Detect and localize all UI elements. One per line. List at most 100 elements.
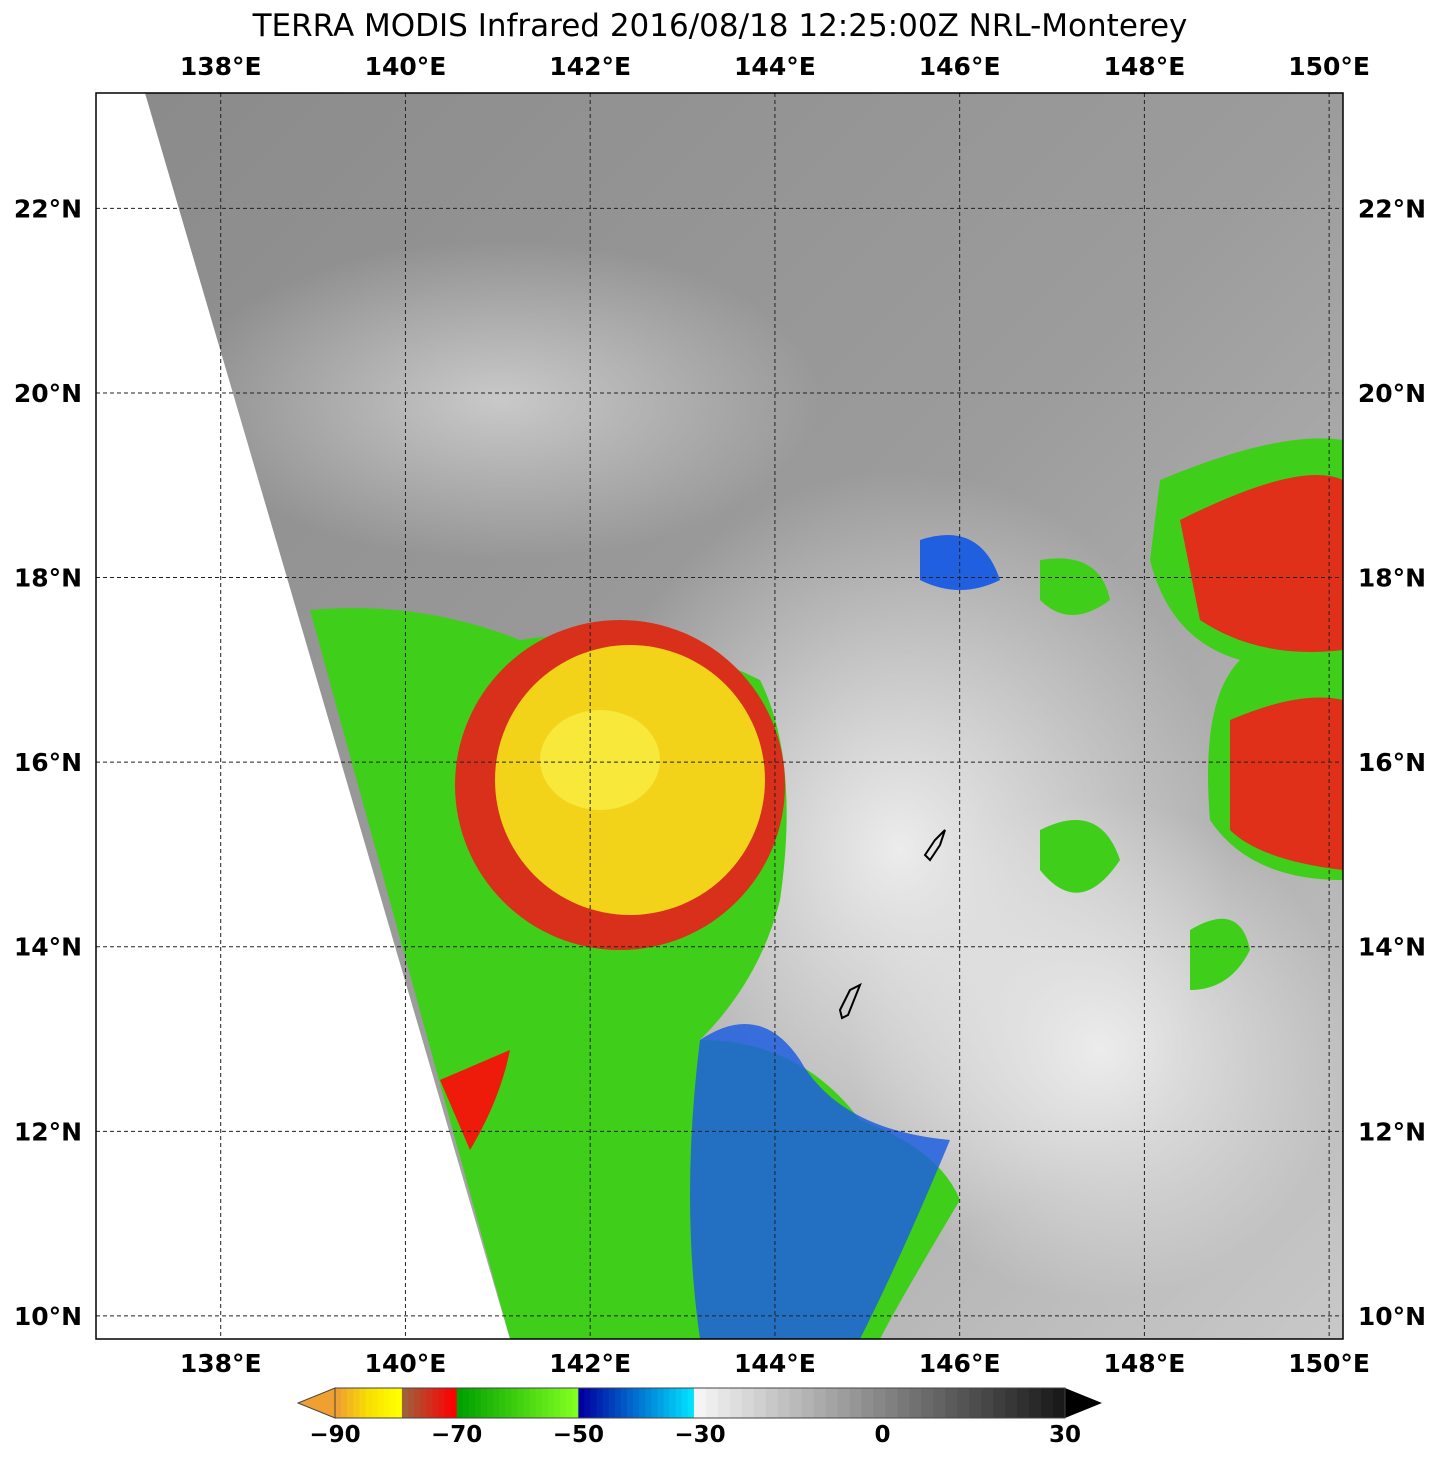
colorbar-swatch (1005, 1388, 1018, 1418)
colorbar-swatch (487, 1388, 494, 1418)
lon-label-bottom: 138°E (180, 1349, 262, 1378)
colorbar-swatch (560, 1388, 567, 1418)
colorbar-swatch (347, 1388, 354, 1418)
lat-label-right: 16°N (1358, 748, 1426, 777)
colorbar-swatch (705, 1388, 719, 1418)
colorbar-swatch (837, 1388, 851, 1418)
figure-title: TERRA MODIS Infrared 2016/08/18 12:25:00… (252, 8, 1188, 44)
lat-label-left: 12°N (14, 1117, 82, 1146)
colorbar-swatch (341, 1388, 348, 1418)
colorbar-swatch (566, 1388, 573, 1418)
lat-label-left: 16°N (14, 748, 82, 777)
colorbar-swatch (1041, 1388, 1054, 1418)
colorbar-swatch (645, 1388, 652, 1418)
colorbar-swatch (462, 1388, 470, 1418)
cloud-blue (690, 1024, 950, 1339)
lat-label-right: 12°N (1358, 1117, 1426, 1146)
lon-label-bottom: 146°E (919, 1349, 1001, 1378)
colorbar-swatch (505, 1388, 512, 1418)
colorbar-swatch (765, 1388, 779, 1418)
colorbar-swatch (693, 1388, 707, 1418)
colorbar-swatch (627, 1388, 634, 1418)
colorbar-swatch (681, 1388, 689, 1418)
colorbar-swatch (481, 1388, 488, 1418)
colorbar-swatch (614, 1388, 622, 1418)
colorbar-tick-label: −30 (674, 1422, 725, 1448)
colorbar-swatch (377, 1388, 385, 1418)
colorbar-swatch (456, 1388, 464, 1418)
colorbar-swatch (554, 1388, 561, 1418)
colorbar-swatch (669, 1388, 677, 1418)
colorbar-swatch (414, 1388, 421, 1418)
colorbar-tick-label: −90 (309, 1422, 360, 1448)
lon-label-top: 150°E (1288, 52, 1370, 81)
colorbar-swatch (499, 1388, 506, 1418)
map-frame (95, 92, 1344, 1340)
lon-label-top: 140°E (365, 52, 447, 81)
colorbar-swatch (474, 1388, 482, 1418)
lat-label-right: 22°N (1358, 194, 1426, 223)
colorbar-swatch (608, 1388, 616, 1418)
lat-label-right: 10°N (1358, 1302, 1426, 1331)
colorbar-swatch (639, 1388, 646, 1418)
colorbar-swatch (401, 1388, 409, 1418)
colorbar-frame (334, 1387, 1066, 1419)
colorbar-swatch (432, 1388, 439, 1418)
colorbar-swatch (493, 1388, 500, 1418)
colorbar-swatch (861, 1388, 874, 1418)
colorbar-tick-label: −50 (553, 1422, 604, 1448)
lon-label-top: 148°E (1104, 52, 1186, 81)
colorbar-swatch (789, 1388, 803, 1418)
colorbar-tick-label: 0 (874, 1422, 890, 1448)
lon-label-top: 146°E (919, 52, 1001, 81)
island-saipan (923, 829, 946, 862)
colorbar-swatch (365, 1388, 372, 1418)
colorbar-tick-label: −70 (431, 1422, 482, 1448)
cloud-red (440, 1050, 510, 1150)
colorbar-swatch (395, 1388, 403, 1418)
colorbar-swatch (523, 1388, 531, 1418)
colorbar-swatch (511, 1388, 518, 1418)
colorbar-swatch (444, 1388, 452, 1418)
colorbar-swatch (993, 1388, 1006, 1418)
colorbar-swatch (389, 1388, 397, 1418)
no-data-region (96, 93, 510, 1339)
lat-label-left: 18°N (14, 564, 82, 593)
colorbar-swatch (578, 1388, 585, 1418)
lat-label-left: 22°N (14, 194, 82, 223)
colorbar-swatch (596, 1388, 604, 1418)
colorbar-swatch (353, 1388, 360, 1418)
colorbar-swatch (383, 1388, 391, 1418)
colorbar-swatch (1017, 1388, 1030, 1418)
colorbar-swatch (717, 1388, 731, 1418)
colorbar-swatch (945, 1388, 958, 1418)
island-guam (838, 982, 862, 1020)
colorbar-swatch (933, 1388, 946, 1418)
colorbar-swatch (885, 1388, 898, 1418)
lon-label-bottom: 144°E (734, 1349, 816, 1378)
colorbar-swatch (1029, 1388, 1042, 1418)
colorbar-swatch (909, 1388, 922, 1418)
colorbar-swatch (529, 1388, 537, 1418)
lon-label-top: 144°E (734, 52, 816, 81)
colorbar-swatch (663, 1388, 671, 1418)
lat-label-left: 14°N (14, 933, 82, 962)
colorbar-under-arrow (296, 1387, 336, 1419)
colorbar-swatch (969, 1388, 982, 1418)
colorbar-swatch (777, 1388, 791, 1418)
colorbar-swatch (687, 1388, 695, 1418)
colorbar-swatch (897, 1388, 910, 1418)
colorbar-swatch (741, 1388, 755, 1418)
colorbar-swatch (541, 1388, 549, 1418)
colorbar: −90 −70 −50 −30 0 30 (296, 1387, 1102, 1448)
colorbar-swatch (957, 1388, 970, 1418)
colorbar-swatch (468, 1388, 476, 1418)
colorbar-swatch (675, 1388, 683, 1418)
colorbar-swatch (849, 1388, 863, 1418)
colorbar-swatch (335, 1388, 342, 1418)
lat-label-right: 20°N (1358, 379, 1426, 408)
colorbar-swatch (438, 1388, 445, 1418)
colorbar-swatch (572, 1388, 579, 1418)
